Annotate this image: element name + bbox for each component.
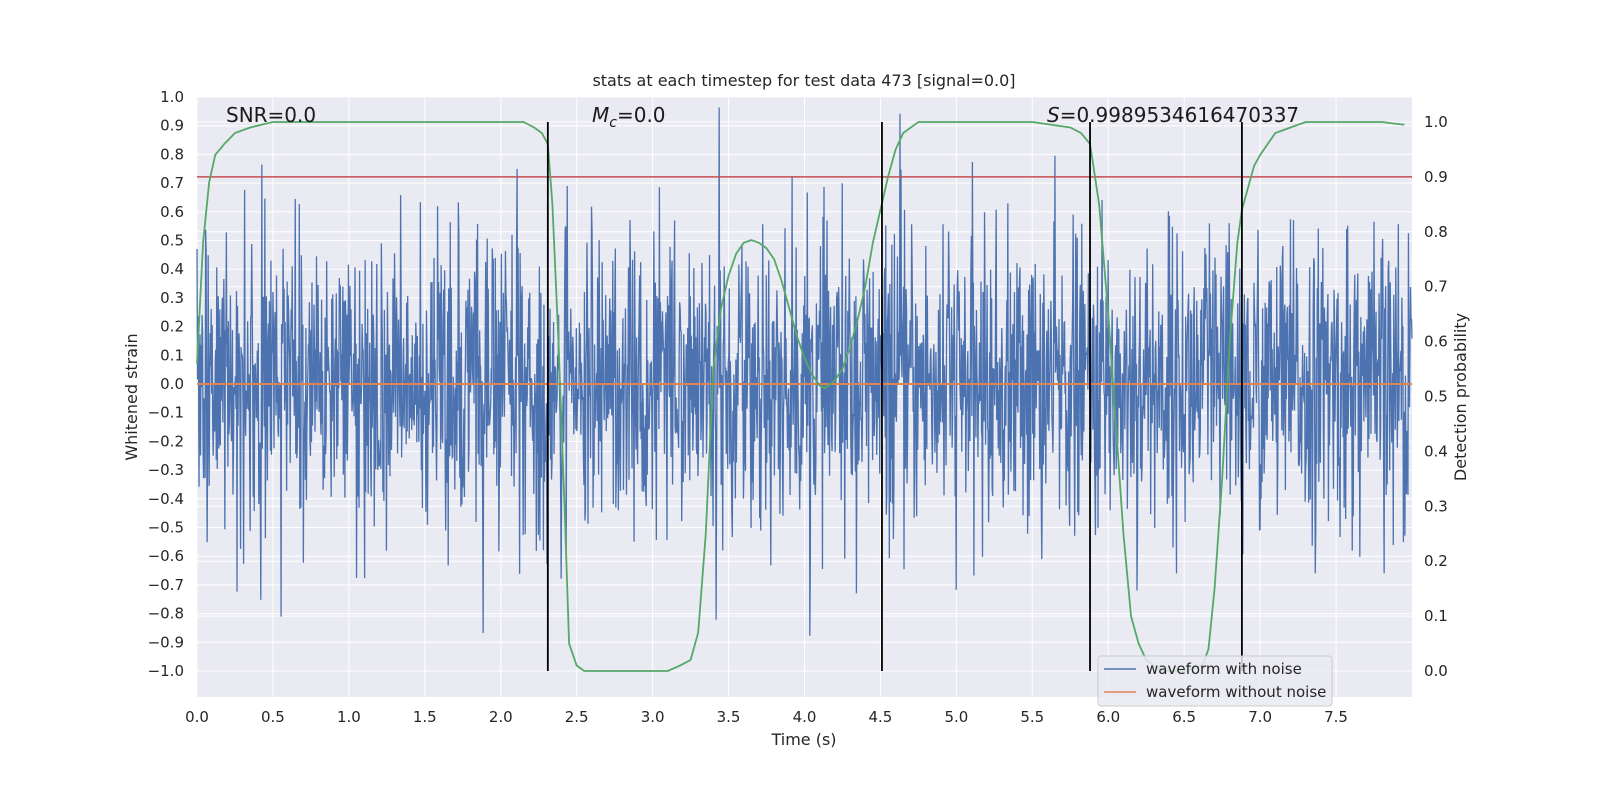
x-tick-label: 6.0	[1096, 708, 1120, 726]
vertical-markers	[546, 122, 1243, 671]
detection-probability-series	[196, 121, 1405, 672]
probability-line	[196, 121, 1405, 672]
x-tick-label: 4.0	[793, 708, 817, 726]
y2-tick-label: 0.5	[1424, 388, 1448, 406]
y-tick-label: 0.4	[160, 260, 184, 278]
y2-axis-ticks: 1.0 0.9 0.8 0.7 0.6 0.5 0.4 0.3 0.2 0.1 0.0	[1424, 113, 1448, 680]
mc-symbol: M	[592, 103, 609, 127]
y-tick-label: −0.6	[148, 547, 184, 565]
legend-label-clean: waveform without noise	[1146, 683, 1326, 701]
x-tick-label: 7.5	[1324, 708, 1348, 726]
chart-title: stats at each timestep for test data 473…	[592, 71, 1015, 90]
y2-axis-label: Detection probability	[1451, 313, 1470, 481]
y-tick-label: 0.3	[160, 289, 184, 307]
y2-tick-label: 0.7	[1424, 278, 1448, 296]
x-tick-label: 5.5	[1020, 708, 1044, 726]
waveform-with-noise-series	[196, 107, 1413, 636]
s-symbol: S	[1047, 103, 1060, 127]
x-tick-label: 7.0	[1248, 708, 1272, 726]
y-tick-label: 1.0	[160, 88, 184, 106]
y2-tick-label: 1.0	[1424, 113, 1448, 131]
noise-line	[196, 107, 1413, 636]
y-tick-label: 0.6	[160, 203, 184, 221]
y-tick-label: 0.0	[160, 375, 184, 393]
y-tick-label: −0.2	[148, 432, 184, 450]
y-tick-label: −0.7	[148, 576, 184, 594]
x-tick-label: 1.0	[337, 708, 361, 726]
y-tick-label: 0.9	[160, 117, 184, 135]
y2-tick-label: 0.2	[1424, 552, 1448, 570]
y-tick-label: 0.2	[160, 318, 184, 336]
mc-subscript: c	[609, 115, 617, 131]
y-tick-label: 0.8	[160, 145, 184, 163]
mc-value: =0.0	[617, 103, 666, 127]
x-tick-label: 0.0	[185, 708, 209, 726]
s-annotation: S=0.9989534616470337	[1047, 103, 1299, 127]
legend-label-noise: waveform with noise	[1146, 660, 1302, 678]
legend: waveform with noise waveform without noi…	[1097, 655, 1333, 707]
s-value: =0.9989534616470337	[1060, 103, 1299, 127]
x-tick-label: 3.5	[717, 708, 741, 726]
y-tick-label: 0.1	[160, 346, 184, 364]
y-tick-label: −0.8	[148, 605, 184, 623]
x-tick-label: 1.5	[413, 708, 437, 726]
y2-tick-label: 0.3	[1424, 497, 1448, 515]
y2-tick-label: 0.9	[1424, 168, 1448, 186]
y2-tick-label: 0.6	[1424, 333, 1448, 351]
legend-box	[1097, 655, 1333, 707]
y-tick-label: −0.1	[148, 404, 184, 422]
x-tick-label: 2.0	[489, 708, 513, 726]
y-tick-label: −0.4	[148, 490, 184, 508]
y-tick-label: 0.7	[160, 174, 184, 192]
x-tick-label: 0.5	[261, 708, 285, 726]
mc-annotation: Mc=0.0	[592, 103, 666, 131]
y2-tick-label: 0.1	[1424, 607, 1448, 625]
y-axis-label: Whitened strain	[122, 333, 141, 460]
y-tick-label: −0.9	[148, 633, 184, 651]
y-tick-label: −1.0	[148, 662, 184, 680]
y2-tick-label: 0.8	[1424, 223, 1448, 241]
x-tick-label: 6.5	[1172, 708, 1196, 726]
y-tick-label: 0.5	[160, 232, 184, 250]
x-tick-label: 2.5	[565, 708, 589, 726]
y2-tick-label: 0.4	[1424, 442, 1448, 460]
snr-annotation: SNR=0.0	[226, 103, 316, 127]
y-axis-ticks: 1.0 0.9 0.8 0.7 0.6 0.5 0.4 0.3 0.2 0.1 0.0 −0.1 −0.…	[148, 88, 184, 680]
x-axis-label: Time (s)	[770, 730, 836, 749]
y-tick-label: −0.3	[148, 461, 184, 479]
x-tick-label: 3.0	[641, 708, 665, 726]
y2-tick-label: 0.0	[1424, 662, 1448, 680]
x-tick-label: 4.5	[869, 708, 893, 726]
y-tick-label: −0.5	[148, 519, 184, 537]
x-tick-label: 5.0	[944, 708, 968, 726]
x-axis-ticks: 0.0 0.5 1.0 1.5 2.0 2.5 3.0 3.5 4.0 4.5 5.0 5.5 6.0 6…	[185, 708, 1348, 726]
